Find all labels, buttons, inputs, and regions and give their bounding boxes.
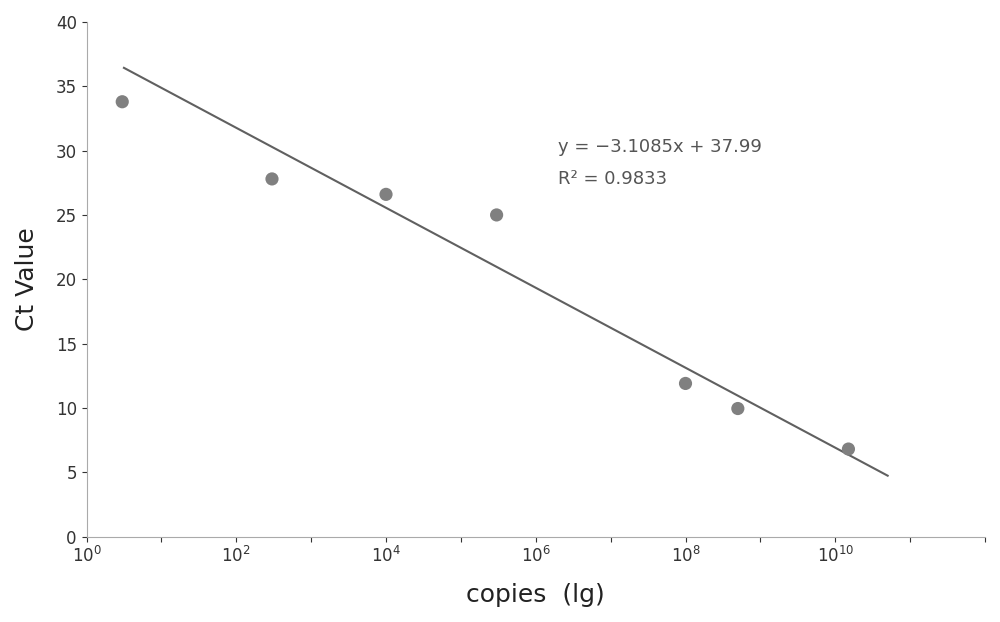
X-axis label: copies  (lg): copies (lg) xyxy=(466,583,605,607)
Text: y = −3.1085x + 37.99
R² = 0.9833: y = −3.1085x + 37.99 R² = 0.9833 xyxy=(558,137,762,188)
Point xyxy=(840,444,856,454)
Point xyxy=(489,210,505,220)
Point xyxy=(264,174,280,184)
Point xyxy=(378,189,394,199)
Point xyxy=(678,378,694,388)
Point xyxy=(730,404,746,414)
Point xyxy=(114,97,130,107)
Y-axis label: Ct Value: Ct Value xyxy=(15,228,39,331)
